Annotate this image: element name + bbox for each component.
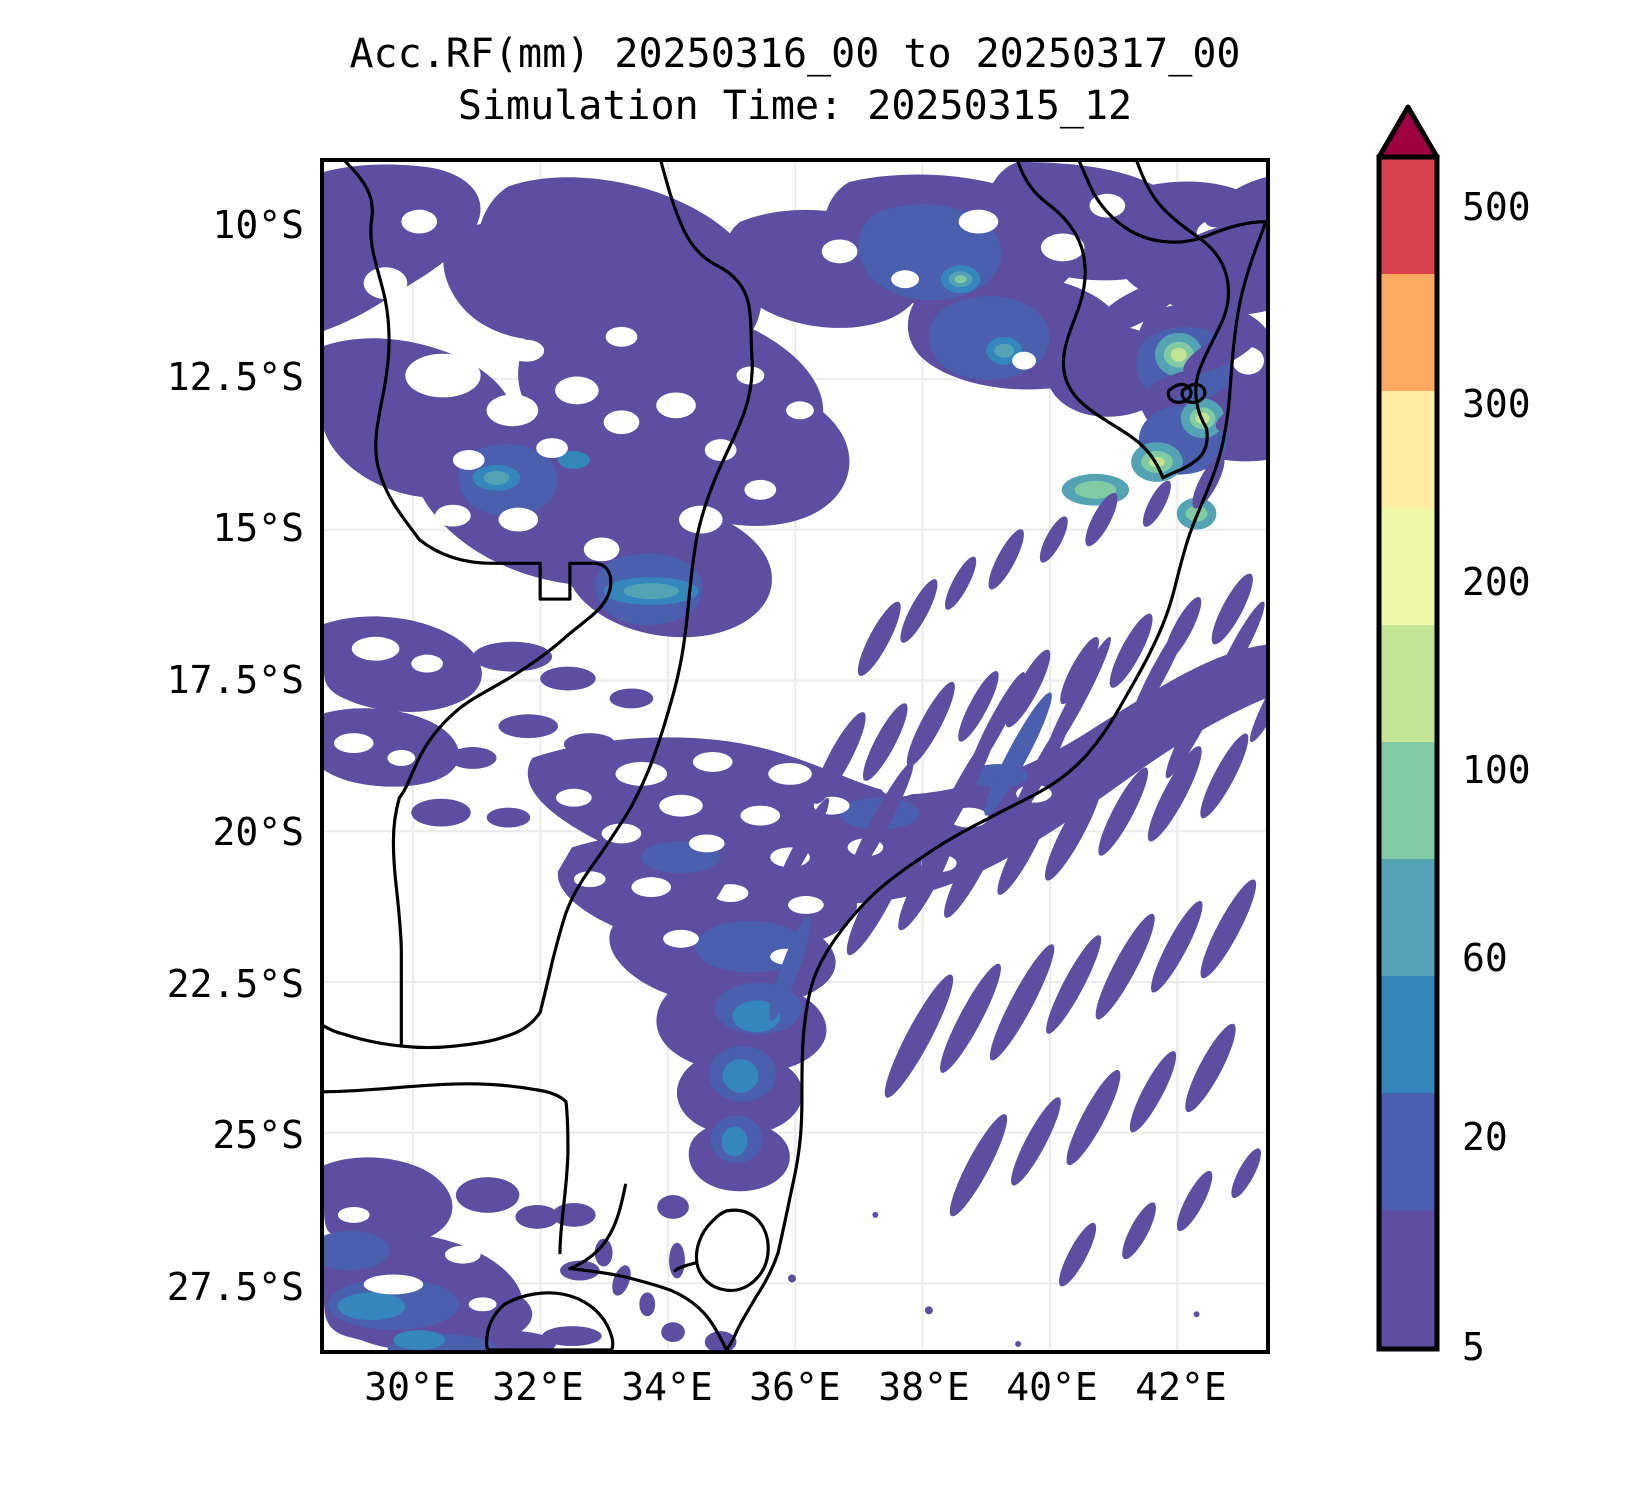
x-tick-label-2: 34°E [621, 1365, 713, 1409]
x-tick-label-3: 36°E [749, 1365, 841, 1409]
country-borders [324, 162, 1266, 1350]
colorbar-label-100: 100 [1462, 748, 1531, 792]
colorbar-label-60: 60 [1462, 936, 1508, 980]
x-tick-label-4: 38°E [878, 1365, 970, 1409]
y-tick-label-4: 20°S [212, 809, 304, 854]
colorbar-bands [1379, 157, 1437, 1349]
y-tick-label-6: 25°S [212, 1113, 304, 1158]
y-tick-label-3: 17.5°S [166, 658, 304, 702]
colorbar[interactable] [1376, 104, 1440, 1352]
colorbar-label-200: 200 [1462, 560, 1531, 604]
colorbar-label-500: 500 [1462, 185, 1531, 229]
x-tick-label-1: 32°E [492, 1365, 584, 1409]
colorbar-extend-arrow [1376, 104, 1440, 160]
colorbar-gradient [1376, 104, 1440, 1352]
map-plot-area[interactable] [320, 158, 1270, 1354]
y-tick-label-2: 15°S [212, 506, 304, 551]
x-tick-label-6: 42°E [1135, 1365, 1227, 1409]
y-tick-label-0: 10°S [212, 202, 304, 247]
y-tick-label-1: 12.5°S [166, 354, 304, 399]
x-tick-label-5: 40°E [1006, 1365, 1098, 1409]
y-tick-label-5: 22.5°S [166, 961, 304, 1006]
title-line-2: Simulation Time: 20250315_12 [457, 83, 1133, 129]
precipitation-map [324, 162, 1266, 1350]
colorbar-label-5: 5 [1462, 1325, 1485, 1369]
title-line-1: Acc.RF(mm) 20250316_00 to 20250317_00 [349, 31, 1241, 77]
x-tick-label-0: 30°E [364, 1365, 456, 1409]
colorbar-label-300: 300 [1462, 382, 1531, 426]
chart-title: Acc.RF(mm) 20250316_00 to 20250317_00 Si… [0, 28, 1590, 132]
colorbar-label-20: 20 [1462, 1115, 1508, 1159]
y-tick-label-7: 27.5°S [166, 1264, 304, 1309]
